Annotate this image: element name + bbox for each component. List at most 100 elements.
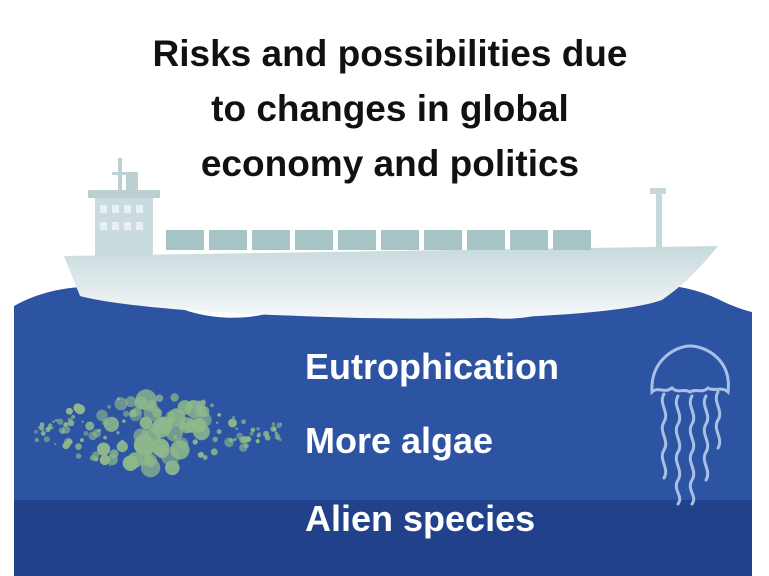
jellyfish-icon: [650, 344, 730, 506]
algae-bubble: [127, 452, 143, 468]
cargo-ship-icon: [64, 158, 718, 319]
algae-bubble: [129, 408, 142, 422]
algae-bubble: [256, 433, 261, 438]
algae-bubble: [48, 423, 53, 428]
algae-bubble: [67, 419, 75, 427]
algae-bubble: [276, 436, 280, 440]
algae-bubble: [103, 416, 119, 432]
algae-bubble: [34, 429, 38, 434]
algae-bubble: [155, 444, 170, 459]
algae-bubble: [224, 437, 234, 448]
algae-bubble: [40, 430, 46, 436]
sea-upper-band: [14, 284, 752, 500]
algae-bubble: [103, 435, 107, 440]
bow-mast-top: [650, 188, 666, 194]
algae-bubble: [170, 393, 179, 402]
algae-bubble: [85, 421, 95, 431]
algae-bubble: [270, 426, 277, 432]
algae-bubble: [210, 448, 218, 456]
algae-bubble: [54, 442, 57, 446]
jellyfish-tentacle: [674, 394, 682, 506]
algae-bubble: [116, 441, 128, 453]
algae-bubbles-icon: [34, 389, 282, 478]
mast-arm: [112, 172, 128, 175]
algae-bubble: [143, 404, 161, 422]
algae-bubble: [88, 431, 97, 441]
jellyfish-bell: [650, 344, 730, 396]
algae-bubble: [63, 422, 69, 427]
jellyfish-tentacle: [702, 394, 710, 482]
algae-bubble: [255, 439, 260, 444]
algae-bubble: [250, 427, 256, 433]
algae-bubble: [99, 454, 111, 466]
bridge-windows: [100, 205, 143, 230]
algae-bubble: [228, 418, 237, 428]
algae-bubble: [249, 431, 254, 436]
algae-bubble: [166, 462, 170, 467]
algae-bubble: [43, 436, 50, 443]
algae-bubble: [73, 403, 83, 413]
algae-bubble: [155, 394, 164, 403]
container: [553, 230, 591, 250]
algae-bubble: [241, 419, 247, 425]
algae-bubble: [236, 432, 244, 440]
algae-bubble: [83, 431, 89, 436]
algae-bubble: [65, 407, 73, 415]
funnel: [126, 172, 138, 192]
algae-bubble: [231, 415, 236, 420]
sea: [14, 284, 752, 576]
algae-bubble: [212, 436, 218, 443]
label-more-algae: More algae: [305, 420, 494, 461]
algae-bubble: [62, 442, 70, 450]
container: [295, 230, 333, 250]
ship-hull: [64, 246, 718, 319]
algae-bubble: [116, 431, 120, 435]
algae-bubble: [80, 438, 84, 443]
algae-bubble: [243, 443, 249, 449]
algae-bubble: [170, 440, 190, 460]
jellyfish-tentacle: [688, 394, 696, 506]
algae-bubble: [96, 429, 100, 433]
algae-bubble: [39, 422, 45, 428]
algae-bubble: [165, 460, 180, 476]
algae-bubble: [154, 416, 173, 435]
headline-line: Risks and possibilities due: [152, 33, 628, 74]
algae-bubble: [57, 418, 64, 425]
jellyfish-tentacle: [714, 390, 722, 450]
algae-bubble: [107, 405, 111, 409]
jellyfish-tentacle: [660, 392, 668, 480]
algae-bubble: [210, 403, 215, 408]
algae-bubble: [167, 408, 186, 427]
algae-bubble: [34, 437, 40, 443]
container: [381, 230, 419, 250]
algae-bubble: [216, 429, 222, 435]
headline-line: to changes in global: [211, 88, 569, 129]
algae-bubble: [233, 438, 237, 441]
algae-bubble: [81, 420, 84, 423]
algae-bubble: [276, 422, 282, 428]
algae-bubble: [40, 426, 45, 431]
bridge-deck: [88, 190, 160, 198]
headline-line: economy and politics: [200, 143, 580, 184]
algae-bubble: [114, 397, 128, 411]
algae-bubble: [134, 396, 148, 410]
algae-bubble: [96, 409, 108, 421]
bow-mast: [656, 192, 662, 248]
algae-bubble: [38, 426, 41, 429]
container: [166, 230, 204, 250]
algae-bubble: [256, 427, 260, 431]
algae-bubble: [109, 449, 119, 459]
algae-bubble: [197, 452, 204, 458]
algae-bubble: [108, 464, 111, 467]
algae-bubble: [71, 414, 76, 419]
algae-bubble: [123, 410, 130, 417]
algae-bubble: [202, 455, 208, 460]
algae-bubble: [75, 453, 82, 459]
container: [510, 230, 548, 250]
container: [338, 230, 376, 250]
label-alien-species: Alien species: [305, 498, 536, 539]
algae-bubble: [140, 461, 146, 467]
algae-bubble: [75, 443, 82, 450]
algae-bubble: [216, 421, 219, 424]
